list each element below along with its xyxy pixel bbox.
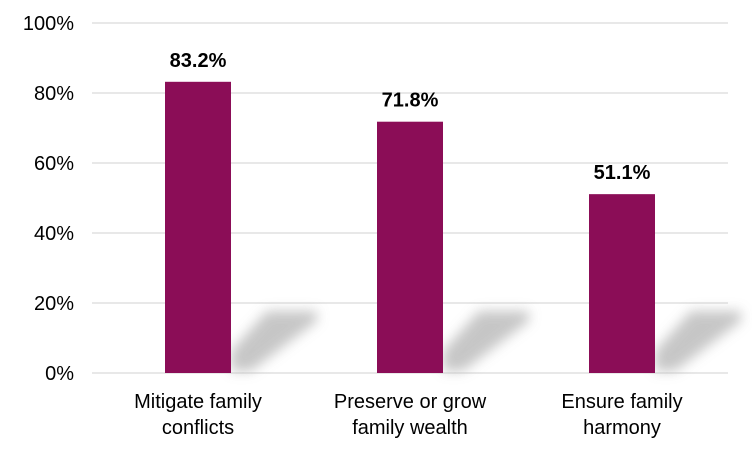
- y-tick-label: 60%: [34, 153, 74, 175]
- y-tick-label: 0%: [45, 363, 74, 385]
- y-tick-label: 80%: [34, 83, 74, 105]
- bars: [165, 81, 655, 374]
- x-category-label: Mitigate family conflicts: [134, 391, 262, 439]
- y-tick-label: 20%: [34, 293, 74, 315]
- y-axis-ticks: 0% 20% 40% 60% 80% 100%: [23, 13, 74, 385]
- bar: [377, 121, 443, 373]
- bar-shadows: [231, 311, 741, 371]
- x-category-label: Ensure family harmony: [561, 391, 682, 439]
- data-label: 71.8%: [382, 90, 439, 112]
- data-labels: 83.2% 71.8% 51.1%: [170, 50, 651, 184]
- data-label: 51.1%: [594, 162, 651, 184]
- bar: [589, 194, 655, 373]
- data-label: 83.2%: [170, 50, 227, 72]
- x-category-label: Preserve or grow family wealth: [334, 391, 487, 439]
- bar-shadow: [655, 311, 741, 371]
- y-tick-label: 40%: [34, 223, 74, 245]
- bar-shadow: [443, 311, 529, 371]
- y-tick-label: 100%: [23, 13, 74, 35]
- bar: [165, 81, 231, 374]
- x-axis-categories: Mitigate family conflicts Preserve or grow…: [134, 391, 682, 439]
- bar-shadow: [231, 311, 317, 371]
